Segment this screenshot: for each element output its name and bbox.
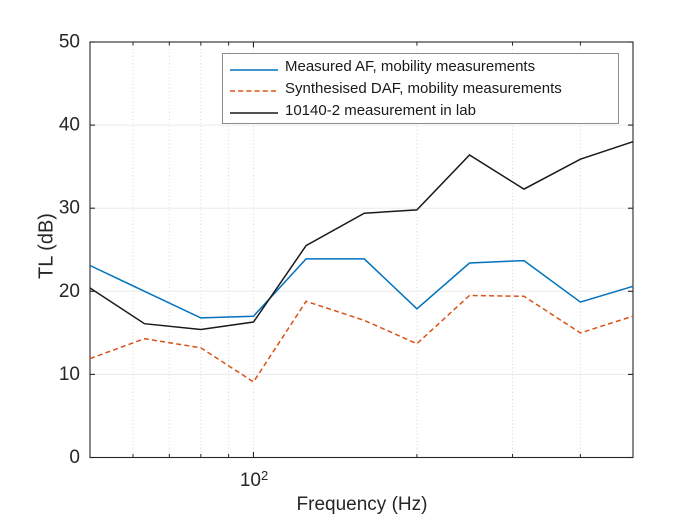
axes-box (89, 41, 634, 459)
legend-label-measured-af: Measured AF, mobility measurements (285, 58, 536, 76)
legend-line-sample-10140-2 (230, 105, 278, 115)
legend-item-10140-2: 10140-2 measurement in lab (223, 100, 618, 121)
legend-box: Measured AF, mobility measurements Synth… (222, 53, 619, 124)
series-line-0 (89, 258, 634, 319)
y-tick-label-50: 50 (59, 32, 80, 53)
y-tick-label-30: 30 (59, 198, 80, 219)
legend-sample-line (230, 69, 278, 71)
y-tick-label-40: 40 (59, 115, 80, 136)
legend-sample-line (230, 90, 278, 93)
y-axis-label: TL (dB) (35, 213, 58, 279)
legend-label-synthesised-daf: Synthesised DAF, mobility measurements (285, 79, 562, 97)
y-tick-label-0: 0 (69, 447, 80, 468)
legend-item-measured-af: Measured AF, mobility measurements (223, 56, 618, 77)
legend-line-sample-measured-af (230, 62, 278, 72)
x-major-tick-base: 10 (239, 470, 261, 491)
series-line-2 (89, 140, 634, 331)
y-tick-label-20: 20 (59, 281, 80, 302)
series-line-1 (89, 294, 634, 383)
x-major-tick-exponent: 2 (260, 468, 269, 483)
x-major-tick-label: 102 (240, 468, 268, 492)
legend-line-sample-synthesised-daf (230, 83, 278, 93)
legend-sample-line (230, 112, 278, 114)
x-axis-label: Frequency (Hz) (296, 494, 428, 515)
legend-item-synthesised-daf: Synthesised DAF, mobility measurements (223, 78, 618, 99)
y-tick-label-10: 10 (59, 364, 80, 385)
legend-label-10140-2: 10140-2 measurement in lab (285, 101, 476, 119)
